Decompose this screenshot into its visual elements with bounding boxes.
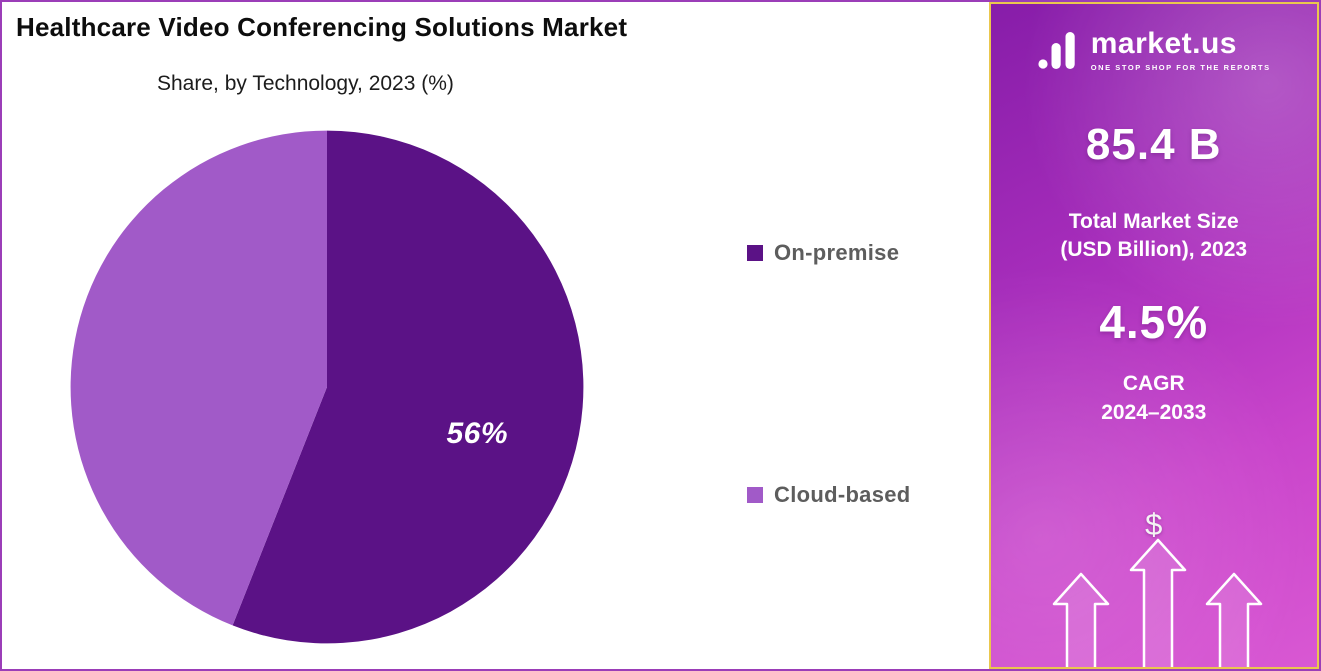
brand-logo-text: market.us ONE STOP SHOP FOR THE REPORTS [1090,26,1271,72]
legend-item-on-premise: On-premise [747,240,899,266]
total-market-size-label-line1: Total Market Size [1068,210,1239,233]
cagr-period: 2024–2033 [1101,401,1207,425]
chart-area: Healthcare Video Conferencing Solutions … [2,2,989,669]
total-market-size-value: 85.4 B [1085,120,1222,169]
cagr-value: 4.5% [1099,295,1209,348]
pie-slice-cloud-based [70,130,328,626]
cagr-label-text: CAGR [1122,371,1185,395]
legend-item-cloud-based: Cloud-based [747,482,911,508]
legend-swatch-cloud-based [747,487,763,503]
brand-name: market.us [1090,26,1237,60]
legend-label-on-premise: On-premise [774,240,900,265]
pie-slice-on-premise [232,130,584,644]
total-market-size-label-line2: (USD Billion), 2023 [1060,238,1248,262]
pie-chart-svg [70,130,584,644]
brand-logo: market.us ONE STOP SHOP FOR THE REPORTS [1037,28,1271,72]
brand-tagline: ONE STOP SHOP FOR THE REPORTS [1090,62,1271,72]
legend-swatch-on-premise [747,245,763,261]
growth-arrows-icon [1052,538,1262,667]
pie-slice-data-label: 56% [446,416,508,450]
pie-chart: 56% [68,128,586,646]
total-market-size-label: Total Market Size (USD Billion), 2023 [1060,208,1247,265]
market-us-logo-icon [1038,32,1075,69]
chart-title: Healthcare Video Conferencing Solutions … [16,12,628,42]
dollar-sign: $ [1145,507,1163,542]
brand-panel: market.us ONE STOP SHOP FOR THE REPORTS … [988,2,1319,669]
legend-label-cloud-based: Cloud-based [774,482,911,507]
chart-subtitle: Share, by Technology, 2023 (%) [157,72,454,95]
cagr-label: CAGR 2024–2033 [1101,369,1206,428]
